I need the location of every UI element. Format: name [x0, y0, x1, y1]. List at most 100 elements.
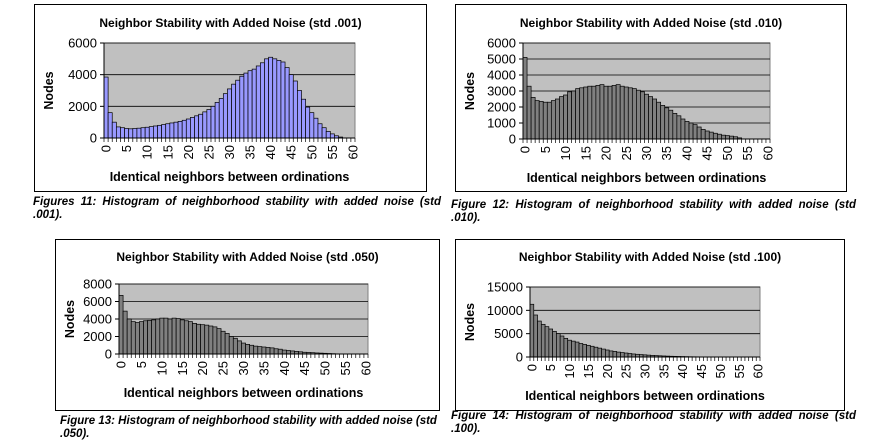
histogram-bar [591, 85, 597, 140]
x-tick-label: 50 [318, 361, 333, 375]
x-tick-label: 0 [518, 146, 533, 153]
y-tick-label: 6000 [83, 294, 112, 309]
histogram-bar [249, 344, 255, 355]
histogram-bar [165, 123, 171, 139]
y-tick-label: 0 [516, 350, 523, 365]
histogram-bar [704, 130, 710, 140]
caption-line: Figure 13: Histogram of neighborhood sta… [60, 415, 437, 440]
histogram-bar [241, 342, 246, 355]
histogram-bar [177, 121, 183, 139]
histogram-bar [216, 328, 222, 355]
histogram-bar [120, 127, 125, 139]
y-axis-label: Nodes [463, 303, 477, 341]
histogram-bar [111, 121, 117, 139]
histogram-bar [237, 340, 242, 355]
y-axis-label: Nodes [63, 300, 77, 338]
x-tick-label: 55 [732, 364, 747, 378]
histogram-bar [563, 94, 568, 140]
x-tick-label: 50 [304, 145, 319, 159]
histogram-bar [260, 62, 265, 139]
histogram-bar [103, 76, 109, 139]
y-tick-label: 2000 [83, 329, 112, 344]
x-tick-label: 0 [114, 361, 129, 368]
histogram-bar [214, 102, 220, 139]
histogram-bar [542, 101, 548, 140]
histogram-bar [605, 349, 610, 358]
histogram-bar [128, 128, 134, 139]
x-tick-label: 40 [263, 145, 278, 159]
histogram-bar [292, 80, 298, 139]
histogram-bar [660, 105, 666, 140]
chart-panel-std-001: Neighbor Stability with Added Noise (std… [34, 4, 427, 192]
histogram-bar [264, 58, 269, 139]
x-tick-label: 10 [140, 145, 155, 159]
x-tick-label: 55 [740, 146, 755, 160]
histogram-bar [297, 90, 302, 139]
x-tick-label: 35 [243, 145, 258, 159]
histogram-bar [631, 88, 637, 140]
histogram-bar [148, 126, 154, 139]
x-tick-label: 20 [599, 146, 614, 160]
histogram-bar [253, 345, 259, 355]
histogram-bar [140, 127, 146, 139]
histogram-bar [265, 347, 271, 355]
x-tick-label: 40 [679, 146, 694, 160]
chart-title: Neighbor Stability with Added Noise (std… [518, 250, 782, 264]
histogram-bar [220, 330, 226, 355]
histogram-bar [139, 321, 144, 355]
histogram-bar [169, 122, 175, 139]
histogram-bar [325, 130, 331, 139]
histogram-bar [281, 349, 287, 355]
histogram-bar [656, 101, 662, 140]
histogram-bar [313, 117, 319, 139]
x-tick-label: 35 [659, 146, 674, 160]
histogram-bar [272, 58, 278, 139]
histogram-bar [608, 350, 614, 358]
x-tick-label: 10 [562, 364, 577, 378]
y-tick-label: 4000 [68, 67, 97, 82]
histogram-bar [321, 127, 327, 139]
histogram-bar [640, 91, 645, 140]
histogram-bar [567, 91, 572, 140]
histogram-bar [680, 118, 686, 140]
histogram-bar [612, 351, 618, 358]
histogram-bar [222, 93, 228, 139]
histogram-bar [688, 122, 694, 140]
histogram-bar [627, 353, 633, 358]
histogram-bar [684, 121, 690, 140]
x-tick-label: 50 [720, 146, 735, 160]
histogram-bar [155, 318, 161, 355]
chart-title: Neighbor Stability with Added Noise (std… [519, 16, 783, 30]
histogram-bar [623, 352, 629, 358]
histogram-bar [192, 323, 197, 355]
histogram-bar [153, 125, 158, 139]
x-tick-label: 15 [160, 145, 175, 159]
histogram-bar [309, 112, 315, 139]
histogram-bar [587, 85, 593, 140]
x-tick-label: 40 [277, 361, 292, 375]
histogram-bar [273, 348, 279, 355]
histogram-bar [269, 347, 275, 355]
histogram-bar [589, 345, 595, 358]
histogram-bar [712, 132, 718, 140]
x-tick-label: 45 [284, 145, 299, 159]
histogram-bar [143, 320, 148, 355]
histogram-bar [118, 295, 124, 355]
histogram-bar [563, 337, 569, 358]
histogram-bar [247, 70, 253, 139]
figure-caption: Figure 12: Histogram of neighborhood sta… [451, 199, 856, 224]
histogram-bar [540, 323, 546, 358]
x-axis-label: Identical neighbors between ordinations [110, 170, 350, 184]
histogram-bar [616, 351, 621, 358]
x-tick-label: 55 [338, 361, 353, 375]
x-tick-label: 55 [325, 145, 340, 159]
histogram-bar [601, 348, 606, 358]
y-tick-label: 8000 [83, 277, 112, 292]
histogram-bar [529, 303, 535, 358]
histogram-bar [611, 85, 617, 140]
x-tick-label: 25 [619, 364, 634, 378]
histogram-bar [559, 335, 565, 358]
